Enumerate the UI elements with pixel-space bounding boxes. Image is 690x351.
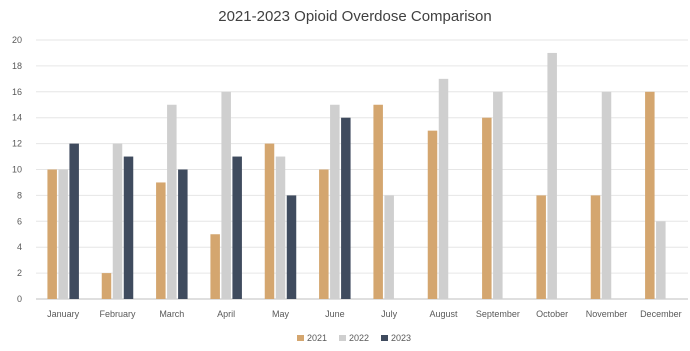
x-tick-label: January (47, 309, 80, 319)
y-tick-label: 12 (12, 139, 22, 149)
x-tick-label: June (325, 309, 345, 319)
bar-2023-february (123, 156, 134, 299)
bar-2021-june (319, 169, 329, 299)
legend-swatch-2021 (297, 335, 304, 341)
x-tick-label: December (640, 309, 682, 319)
gridlines (36, 39, 688, 300)
bar-2022-october (547, 52, 557, 300)
bar-2022-february (112, 143, 123, 299)
x-tick-label: March (159, 309, 184, 319)
y-tick-label: 20 (12, 35, 22, 45)
bar-2021-april (210, 234, 220, 299)
y-tick-label: 16 (12, 87, 22, 97)
bar-2022-july (384, 195, 394, 299)
x-tick-label: October (536, 309, 568, 319)
legend-swatch-2022 (339, 335, 346, 341)
bar-2021-february (101, 273, 112, 299)
bar-2023-january (69, 143, 79, 299)
bar-2021-december (645, 91, 655, 299)
legend: 2021 2022 2023 (297, 333, 411, 343)
legend-label-2023: 2023 (391, 333, 411, 343)
bar-2021-may (264, 143, 275, 299)
y-tick-label: 2 (17, 268, 22, 278)
bar-2023-june (341, 117, 351, 299)
x-tick-label: May (272, 309, 290, 319)
y-axis-ticks: 0 2 4 6 8 10 12 14 16 18 20 (12, 35, 22, 304)
bar-2022-april (221, 91, 231, 299)
x-axis-ticks: January February March April May June July Augu… (47, 309, 681, 319)
bars (47, 52, 666, 300)
bar-2021-march (156, 182, 166, 299)
bar-2021-july (373, 104, 383, 299)
y-tick-label: 10 (12, 165, 22, 175)
bar-2021-september (482, 117, 492, 299)
bar-2022-august (438, 78, 449, 299)
x-tick-label: July (381, 309, 398, 319)
bar-2023-march (178, 169, 188, 299)
bar-2021-august (427, 130, 438, 299)
bar-2021-november (590, 195, 601, 299)
y-tick-label: 8 (17, 190, 22, 200)
legend-label-2021: 2021 (307, 333, 327, 343)
legend-swatch-2023 (381, 335, 388, 341)
bar-2022-september (493, 91, 503, 299)
bar-2022-may (275, 156, 286, 299)
x-tick-label: November (586, 309, 628, 319)
chart-title: 2021-2023 Opioid Overdose Comparison (218, 8, 492, 25)
legend-label-2022: 2022 (349, 333, 369, 343)
y-tick-label: 6 (17, 216, 22, 226)
x-tick-label: August (429, 309, 458, 319)
x-tick-label: April (217, 309, 235, 319)
bar-2022-november (601, 91, 612, 299)
bar-2022-march (167, 104, 177, 299)
x-tick-label: February (99, 309, 136, 319)
y-tick-label: 14 (12, 113, 22, 123)
bar-2021-october (536, 195, 546, 299)
y-tick-label: 4 (17, 242, 22, 252)
bar-2023-april (232, 156, 242, 299)
y-tick-label: 0 (17, 294, 22, 304)
bar-2022-december (656, 221, 666, 299)
y-tick-label: 18 (12, 61, 22, 71)
bar-2022-june (330, 104, 340, 299)
bar-2023-may (286, 195, 297, 299)
bar-2021-january (47, 169, 57, 299)
bar-2022-january (58, 169, 68, 299)
x-tick-label: September (476, 309, 520, 319)
